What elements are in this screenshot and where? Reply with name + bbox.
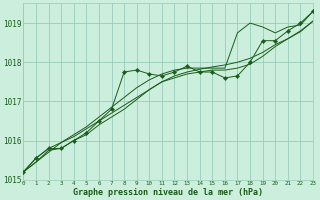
X-axis label: Graphe pression niveau de la mer (hPa): Graphe pression niveau de la mer (hPa) (73, 188, 263, 197)
